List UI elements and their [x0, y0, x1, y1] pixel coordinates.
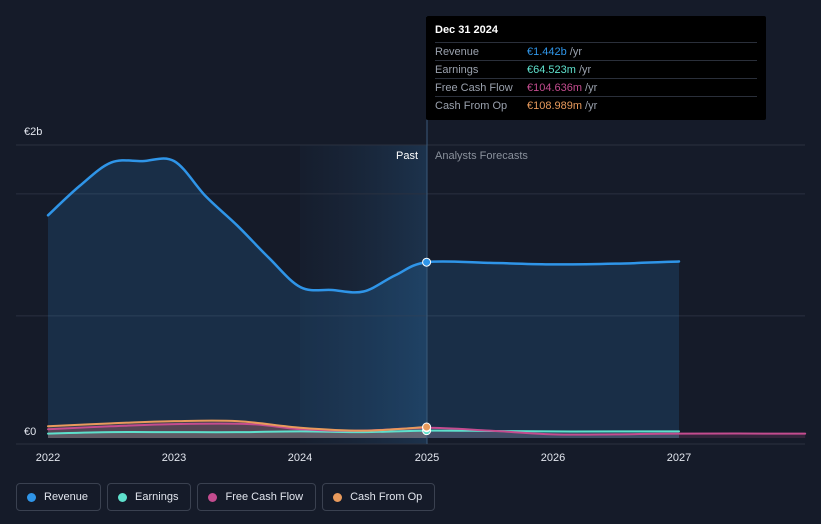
past-band — [300, 145, 427, 444]
y-tick-zero: €0 — [24, 426, 37, 438]
x-tick-2023: 2023 — [161, 452, 187, 464]
tooltip-row-name: Earnings — [435, 63, 479, 76]
legend-item-free-cash-flow[interactable]: Free Cash Flow — [197, 483, 317, 511]
x-tick-2022: 2022 — [35, 452, 61, 464]
legend-dot-icon — [208, 492, 218, 502]
legend: Revenue Earnings Free Cash Flow Cash Fro… — [16, 483, 436, 511]
tooltip-row-value: €64.523m — [527, 63, 576, 76]
x-tick-2027: 2027 — [666, 452, 692, 464]
tooltip-row-name: Free Cash Flow — [435, 81, 513, 94]
tooltip-row-unit: /yr — [569, 45, 582, 58]
area-revenue — [48, 158, 679, 438]
legend-label: Free Cash Flow — [225, 491, 304, 503]
line-revenue — [46, 157, 681, 294]
tooltip-row-name: Revenue — [435, 45, 480, 58]
tooltip-date: Dec 31 2024 — [435, 24, 498, 36]
marker-revenue — [422, 257, 432, 267]
marker-cash-from-op — [422, 422, 432, 432]
tooltip-row-revenue: Revenue €1.442b /yr — [435, 42, 757, 60]
legend-label: Revenue — [44, 491, 89, 503]
tooltip-row-unit: /yr — [578, 63, 592, 76]
legend-label: Earnings — [135, 491, 179, 503]
legend-dot-icon — [27, 492, 36, 502]
tooltip-row-value: €104.636m — [527, 81, 583, 94]
hover-markers — [422, 257, 432, 436]
tooltip-row-free-cash-flow: Free Cash Flow €104.636m /yr — [435, 78, 757, 96]
legend-item-earnings[interactable]: Earnings — [107, 483, 192, 511]
tooltip-row-cash-from-op: Cash From Op €108.989m /yr — [435, 96, 757, 114]
legend-item-revenue[interactable]: Revenue — [16, 483, 102, 511]
x-tick-2026: 2026 — [540, 452, 566, 464]
tooltip: Dec 31 2024 Revenue €1.442b /yr Earnings… — [426, 16, 766, 120]
legend-label: Cash From Op — [350, 491, 423, 503]
tooltip-row-unit: /yr — [585, 99, 598, 112]
legend-item-cash-from-op[interactable]: Cash From Op — [322, 483, 436, 511]
gridlines — [16, 144, 805, 445]
tooltip-row-value: €1.442b — [527, 45, 567, 58]
y-tick-top: €2b — [24, 126, 43, 138]
line-cash-from-op — [47, 419, 428, 432]
tooltip-row-unit: /yr — [585, 81, 598, 94]
tooltip-row-earnings: Earnings €64.523m /yr — [435, 60, 757, 78]
forecast-label: Analysts Forecasts — [435, 150, 528, 162]
legend-dot-icon — [118, 492, 128, 502]
x-tick-2024: 2024 — [287, 452, 313, 464]
tooltip-row-value: €108.989m — [527, 99, 583, 112]
line-earnings — [47, 429, 680, 435]
series-lines — [46, 157, 807, 436]
legend-dot-icon — [333, 492, 343, 502]
past-label: Past — [396, 150, 419, 162]
x-tick-2025: 2025 — [414, 452, 440, 464]
tooltip-row-name: Cash From Op — [435, 99, 508, 112]
